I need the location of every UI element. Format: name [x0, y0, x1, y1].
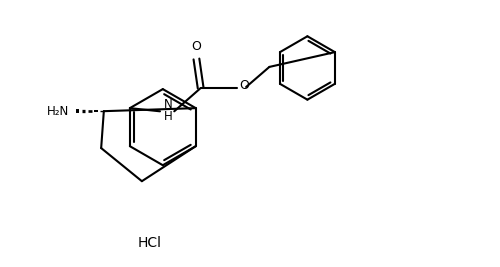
Text: HCl: HCl [138, 236, 162, 250]
Text: O: O [192, 40, 202, 53]
Text: H₂N: H₂N [47, 105, 70, 118]
Text: O: O [239, 80, 249, 92]
Text: N
H: N H [164, 98, 172, 123]
